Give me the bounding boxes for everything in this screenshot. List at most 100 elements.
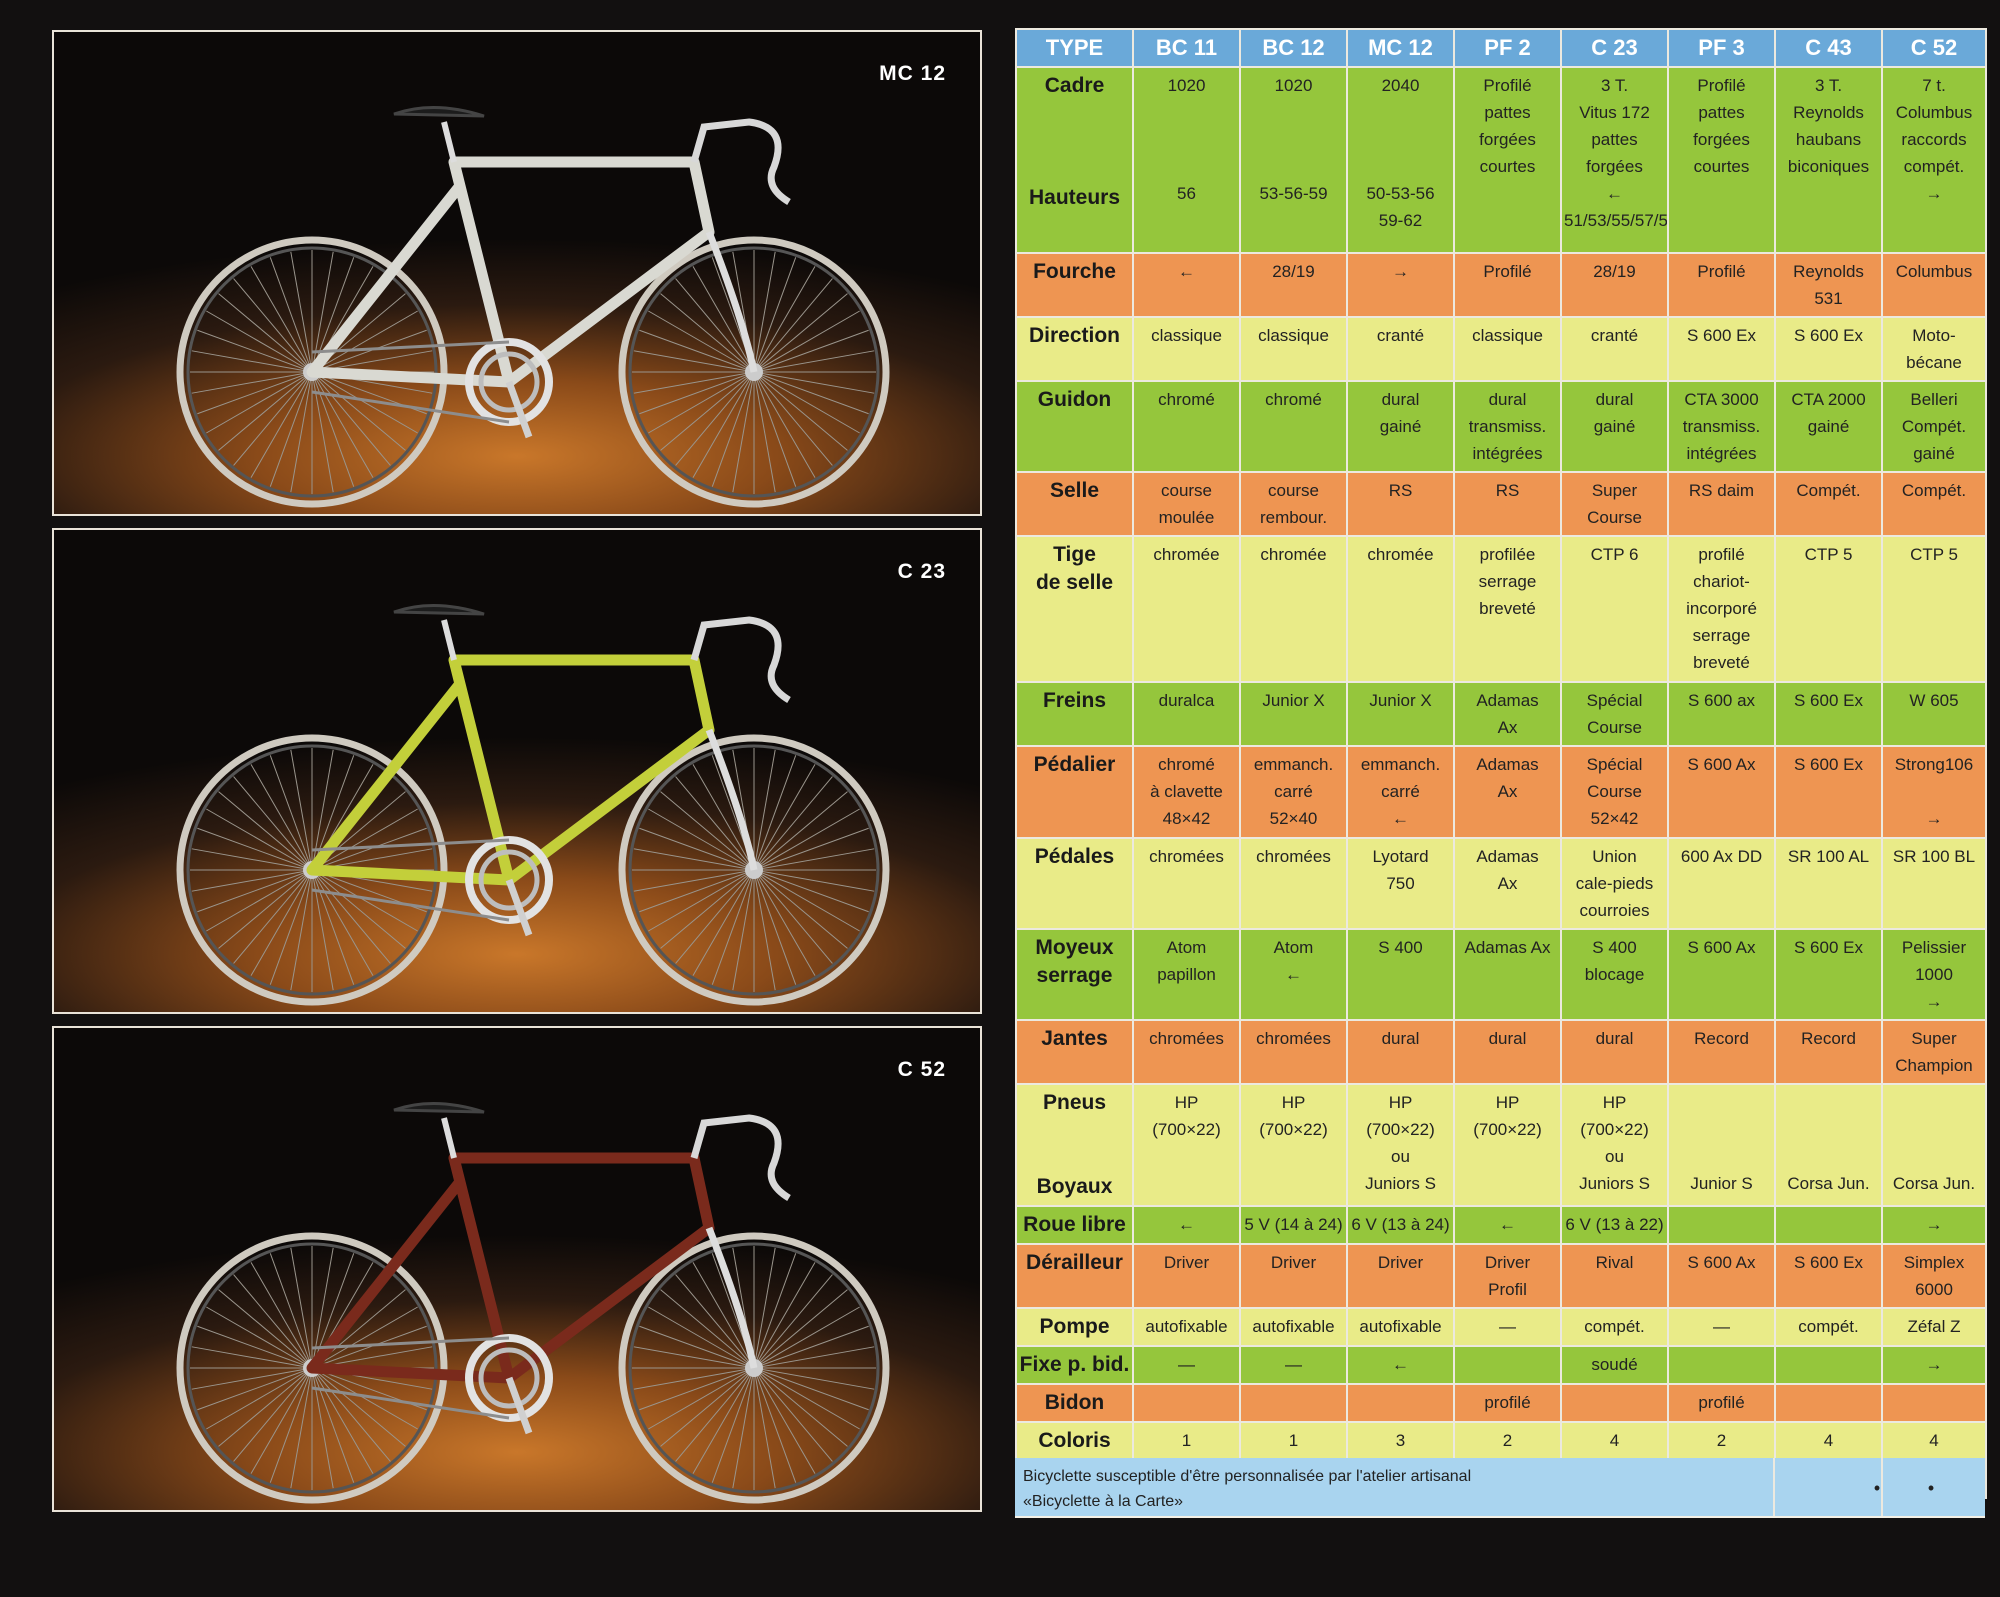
spoke — [753, 371, 869, 415]
table-cell: dural transmiss. intégrées — [1453, 380, 1562, 473]
table-cell — [1881, 1383, 1987, 1423]
spoke — [311, 869, 418, 932]
table-cell: — — [1132, 1345, 1241, 1385]
spoke — [311, 808, 418, 871]
table-cell: Moto- bécane — [1881, 316, 1987, 382]
table-cell — [1774, 1205, 1883, 1245]
spoke — [753, 755, 797, 871]
spoke — [732, 1367, 755, 1489]
table-cell: Atom papillon — [1132, 928, 1241, 1021]
tire — [628, 744, 880, 996]
saddle — [393, 1102, 485, 1114]
table-cell: profilée serrage breveté — [1453, 535, 1562, 683]
table-cell — [1453, 1345, 1562, 1385]
footer-dot: • — [1873, 1478, 1881, 1498]
table-cell: Driver — [1239, 1243, 1348, 1309]
row-label: Selle — [1015, 471, 1134, 537]
spoke — [311, 371, 355, 487]
spoke — [692, 869, 755, 976]
table-cell: 28/19 — [1560, 252, 1669, 318]
table-cell: HP (700×22) — [1239, 1083, 1348, 1207]
spoke — [311, 869, 406, 949]
spoke — [692, 764, 755, 871]
table-cell: Spécial Course 52×42 — [1560, 745, 1669, 839]
spoke — [311, 1367, 374, 1474]
spoke — [692, 1367, 755, 1474]
spoke — [311, 1325, 427, 1369]
table-cell: → — [1346, 252, 1455, 318]
table-cell: ← — [1132, 252, 1241, 318]
footer-text: Bicyclette susceptible d'être personnali… — [1023, 1468, 1472, 1510]
table-cell: classique — [1453, 316, 1562, 382]
table-cell: ← — [1132, 1205, 1241, 1245]
chainring-small — [478, 351, 540, 413]
spoke — [675, 278, 755, 373]
row-label: Dérailleur — [1015, 1243, 1134, 1309]
table-cell: CTA 2000 gainé — [1774, 380, 1883, 473]
custom-bicycle-note: Bicyclette susceptible d'être personnali… — [1015, 1458, 1985, 1516]
tire — [628, 1242, 880, 1494]
spoke — [311, 1367, 355, 1483]
table-cell: Driver Profil — [1453, 1243, 1562, 1309]
spoke — [675, 869, 755, 964]
spoke — [290, 1367, 313, 1489]
table-cell: Zéfal Z — [1881, 1307, 1987, 1347]
table-row: Bidon profilé profilé — [1015, 1383, 1987, 1423]
row-label: Pédalier — [1015, 745, 1134, 839]
spoke — [290, 1247, 313, 1369]
table-cell: — — [1667, 1307, 1776, 1347]
handlebar — [690, 1114, 791, 1202]
table-cell — [1774, 1383, 1883, 1423]
spoke — [311, 310, 418, 373]
spoke — [675, 776, 755, 871]
spoke — [206, 1367, 313, 1430]
spoke — [753, 1306, 860, 1369]
table-cell: S 600 Ax — [1667, 745, 1776, 839]
spoke — [753, 791, 848, 871]
spoke — [218, 371, 313, 451]
saddle — [393, 106, 485, 118]
spoke — [639, 1367, 755, 1411]
spoke — [753, 776, 833, 871]
table-cell: — — [1239, 1345, 1348, 1385]
spoke — [753, 808, 860, 871]
table-row: Coloris 1 1 3 2 4 2 4 4 — [1015, 1421, 1987, 1461]
photo-c52: C 52 — [52, 1026, 982, 1512]
table-cell: S 600 Ex — [1774, 681, 1883, 747]
rear-wheel — [176, 734, 448, 1006]
spoke — [197, 371, 313, 415]
table-cell: compét. — [1774, 1307, 1883, 1347]
spoke — [311, 869, 374, 976]
spoke — [311, 1367, 418, 1430]
row-label: Guidon — [1015, 380, 1134, 473]
spoke — [206, 310, 313, 373]
spoke — [753, 371, 816, 478]
tire — [186, 744, 438, 996]
spoke — [692, 371, 755, 478]
spoke — [648, 1367, 755, 1430]
spoke — [269, 869, 313, 985]
table-cell: 1020 56 — [1132, 66, 1241, 254]
table-cell: 3 T. Vitus 172 pattes forgées ← 51/53/55… — [1560, 66, 1669, 254]
spoke — [191, 848, 313, 871]
table-cell: dural — [1560, 1019, 1669, 1085]
spoke — [250, 869, 313, 976]
table-cell: CTP 5 — [1774, 535, 1883, 683]
spoke — [753, 848, 875, 871]
spoke — [753, 827, 869, 871]
spoke — [753, 869, 875, 892]
table-cell: compét. — [1560, 1307, 1669, 1347]
crank — [505, 1376, 533, 1435]
row-label: Moyeux serrage — [1015, 928, 1134, 1021]
spoke — [197, 869, 313, 913]
bike-drawing — [176, 1102, 890, 1504]
spoke — [206, 371, 313, 434]
table-cell — [1346, 1383, 1455, 1423]
spoke — [218, 293, 313, 373]
table-cell: — — [1453, 1307, 1562, 1347]
spoke — [753, 764, 816, 871]
chainring-small — [478, 1347, 540, 1409]
footer-dot: • — [1927, 1478, 1935, 1498]
photo-label: C 23 — [897, 560, 946, 583]
spoke — [197, 827, 313, 871]
